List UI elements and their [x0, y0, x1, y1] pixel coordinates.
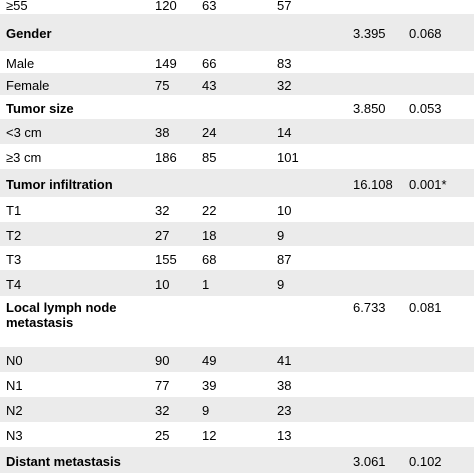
table-row: ≥3 cm 186 85 101 [0, 144, 474, 169]
p-value-cell: 0.001* [409, 177, 447, 192]
group-a-count-cell: 68 [202, 252, 217, 267]
row-label: ≥55 [6, 0, 28, 13]
total-count-cell: 90 [155, 353, 170, 368]
row-label: Tumor infiltration [6, 177, 113, 192]
section-header-row: Local lymph node metastasis 6.733 0.081 [0, 296, 474, 347]
group-b-count-cell: 83 [277, 56, 292, 71]
group-b-count-cell: 32 [277, 78, 292, 93]
table-row: N3 25 12 13 [0, 422, 474, 447]
chi-square-cell: 3.850 [353, 101, 386, 116]
group-a-count-cell: 24 [202, 125, 217, 140]
row-label: T2 [6, 228, 22, 243]
chi-square-cell: 3.061 [353, 454, 386, 469]
p-value-cell: 0.102 [409, 454, 442, 469]
table-row: T2 27 18 9 [0, 222, 474, 246]
total-count-cell: 75 [155, 78, 170, 93]
row-label: Local lymph node metastasis [6, 300, 117, 330]
p-value-cell: 0.081 [409, 300, 442, 315]
total-count-cell: 149 [155, 56, 177, 71]
p-value-cell: 0.053 [409, 101, 442, 116]
table-row: N2 32 9 23 [0, 397, 474, 422]
total-count-cell: 186 [155, 150, 177, 165]
row-label: T3 [6, 252, 22, 267]
group-a-count-cell: 49 [202, 353, 217, 368]
total-count-cell: 27 [155, 228, 170, 243]
table-row: <3 cm 38 24 14 [0, 119, 474, 144]
table-row: T4 10 1 9 [0, 270, 474, 296]
table-row: T1 32 22 10 [0, 197, 474, 222]
group-a-count-cell: 66 [202, 56, 217, 71]
table-row: T3 155 68 87 [0, 246, 474, 270]
group-b-count-cell: 38 [277, 378, 292, 393]
section-header-row: Tumor infiltration 16.108 0.001* [0, 169, 474, 197]
table-row: N1 77 39 38 [0, 372, 474, 397]
group-b-count-cell: 10 [277, 203, 292, 218]
section-header-row: Tumor size 3.850 0.053 [0, 95, 474, 119]
row-label: T4 [6, 277, 22, 292]
row-label: N0 [6, 353, 23, 368]
chi-square-cell: 6.733 [353, 300, 386, 315]
group-a-count-cell: 12 [202, 428, 217, 443]
row-label: N3 [6, 428, 23, 443]
group-a-count-cell: 43 [202, 78, 217, 93]
group-a-count-cell: 63 [202, 0, 217, 13]
group-b-count-cell: 9 [277, 228, 285, 243]
group-a-count-cell: 18 [202, 228, 217, 243]
group-a-count-cell: 85 [202, 150, 217, 165]
total-count-cell: 77 [155, 378, 170, 393]
row-label: Distant metastasis [6, 454, 121, 469]
row-label: Male [6, 56, 35, 71]
total-count-cell: 120 [155, 0, 177, 13]
row-label: T1 [6, 203, 22, 218]
section-header-row: Gender 3.395 0.068 [0, 14, 474, 51]
table-row: Female 75 43 32 [0, 73, 474, 95]
row-label: Gender [6, 26, 52, 41]
table-row: N0 90 49 41 [0, 347, 474, 372]
total-count-cell: 32 [155, 203, 170, 218]
group-b-count-cell: 101 [277, 150, 299, 165]
group-b-count-cell: 57 [277, 0, 292, 13]
total-count-cell: 155 [155, 252, 177, 267]
group-b-count-cell: 23 [277, 403, 292, 418]
section-header-row: Distant metastasis 3.061 0.102 [0, 447, 474, 473]
table-row: Male 149 66 83 [0, 51, 474, 73]
row-label: ≥3 cm [6, 150, 42, 165]
group-a-count-cell: 39 [202, 378, 217, 393]
chi-square-cell: 3.395 [353, 26, 386, 41]
group-b-count-cell: 9 [277, 277, 285, 292]
total-count-cell: 25 [155, 428, 170, 443]
row-label: Female [6, 78, 50, 93]
table-row: ≥55 120 63 57 [0, 0, 474, 14]
chi-square-cell: 16.108 [353, 177, 393, 192]
group-a-count-cell: 22 [202, 203, 217, 218]
row-label: Tumor size [6, 101, 74, 116]
row-label: N2 [6, 403, 23, 418]
group-b-count-cell: 13 [277, 428, 292, 443]
row-label: N1 [6, 378, 23, 393]
group-a-count-cell: 1 [202, 277, 210, 292]
total-count-cell: 32 [155, 403, 170, 418]
total-count-cell: 38 [155, 125, 170, 140]
group-b-count-cell: 14 [277, 125, 292, 140]
p-value-cell: 0.068 [409, 26, 442, 41]
group-b-count-cell: 87 [277, 252, 292, 267]
group-b-count-cell: 41 [277, 353, 292, 368]
total-count-cell: 10 [155, 277, 170, 292]
group-a-count-cell: 9 [202, 403, 210, 418]
row-label: <3 cm [6, 125, 42, 140]
